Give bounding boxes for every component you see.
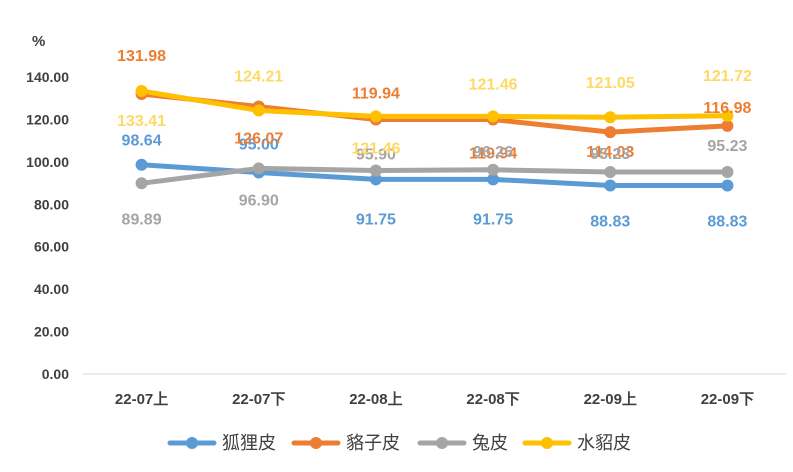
y-tick-label: 0.00 [42,366,69,382]
data-point-mink [604,111,617,124]
data-point-rabbit [369,164,382,177]
data-label-rabbit: 89.89 [122,211,162,228]
data-point-rabbit [252,162,265,175]
data-label-raccoon: 119.94 [352,86,400,103]
data-point-rabbit [721,165,734,178]
data-labels: 98.64 95.00 91.75 91.75 88.83 88.83 131.98 126.… [117,48,752,231]
data-label-raccoon: 119.94 [469,146,517,163]
series-lines [139,88,730,189]
data-point-raccoon [604,126,617,139]
data-point-rabbit [135,177,148,190]
legend-marker-raccoon [310,437,322,449]
data-label-raccoon: 116.98 [703,100,751,117]
data-label-mink: 121.72 [703,68,752,85]
data-label-fox: 91.75 [473,211,513,228]
data-point-raccoon [721,119,734,132]
legend-marker-rabbit [436,437,448,449]
series-line-raccoon [139,91,730,135]
data-point-mink [135,84,148,97]
x-axis-ticks: 22-07上 22-07下 22-08上 22-08下 22-09上 22-09下 [115,391,754,408]
data-label-fox: 95.00 [239,136,279,153]
legend-label-mink: 水貂皮 [577,433,631,453]
data-point-mink [487,110,500,123]
data-point-mink [721,109,734,122]
data-label-rabbit: 96.26 [473,144,513,161]
data-label-fox: 91.75 [356,211,396,228]
y-tick-label: 60.00 [34,239,69,255]
data-point-fox [135,158,148,171]
data-label-fox: 88.83 [707,214,747,231]
data-point-mink [252,104,265,117]
y-tick-label: 140.00 [26,69,69,85]
y-tick-label: 80.00 [34,196,69,212]
y-unit-label: % [32,33,45,50]
x-tick-label: 22-08上 [349,391,402,408]
x-tick-label: 22-07下 [232,391,285,408]
data-point-mink [369,110,382,123]
x-tick-label: 22-09下 [701,391,754,408]
data-label-rabbit: 95.23 [707,138,747,155]
data-point-fox [604,179,617,192]
data-label-raccoon: 126.07 [234,131,283,148]
legend: 狐狸皮 貉子皮 兔皮 水貂皮 [167,433,631,453]
data-label-mink: 124.21 [234,68,283,85]
y-tick-label: 100.00 [26,154,69,170]
series-points [135,84,734,192]
legend-label-rabbit: 兔皮 [472,433,508,453]
legend-marker-fox [186,437,198,449]
y-axis-ticks: 0.00 20.00 40.00 60.00 80.00 100.00 120.00 140.… [26,69,69,382]
data-label-fox: 98.64 [122,133,162,150]
data-point-fox [369,173,382,186]
series-line-rabbit [139,165,730,186]
y-tick-label: 120.00 [26,111,69,127]
data-label-rabbit: 95.90 [356,147,396,164]
x-tick-label: 22-09上 [584,391,637,408]
data-label-mink: 121.46 [351,140,400,157]
data-label-rabbit: 95.23 [590,146,630,163]
data-label-raccoon: 114.03 [586,144,634,161]
y-tick-label: 40.00 [34,281,69,297]
series-line-mink [139,88,730,120]
x-tick-label: 22-08下 [466,391,519,408]
x-tick-label: 22-07上 [115,391,168,408]
data-point-rabbit [487,163,500,176]
data-label-fox: 88.83 [590,214,630,231]
data-point-fox [487,173,500,186]
data-label-mink: 133.41 [117,113,166,130]
legend-label-fox: 狐狸皮 [222,433,276,453]
legend-marker-mink [541,437,553,449]
data-label-mink: 121.46 [469,76,518,93]
data-label-mink: 121.05 [586,75,635,92]
data-label-rabbit: 96.90 [239,192,279,209]
data-point-rabbit [604,165,617,178]
data-point-fox [721,179,734,192]
legend-label-raccoon: 貉子皮 [346,433,400,453]
y-tick-label: 20.00 [34,324,69,340]
data-label-raccoon: 131.98 [117,48,166,65]
